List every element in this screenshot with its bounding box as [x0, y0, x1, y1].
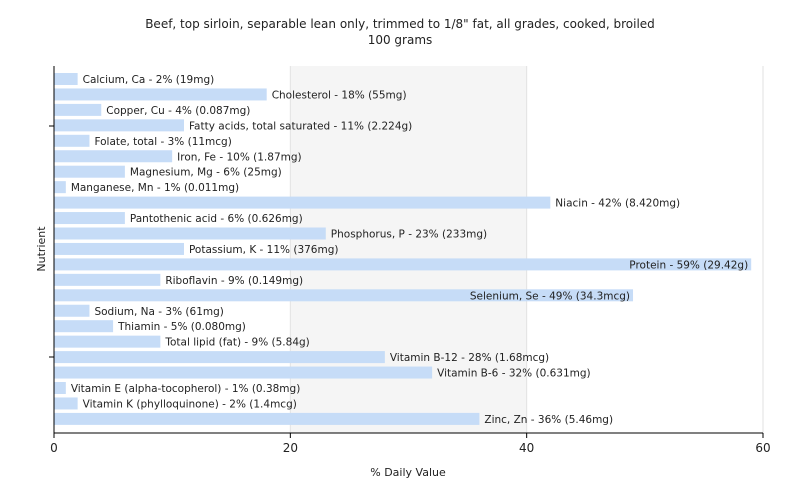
- bar-label: Magnesium, Mg - 6% (25mg): [130, 167, 282, 179]
- bar: [54, 366, 433, 379]
- bar-label: Iron, Fe - 10% (1.87mg): [177, 151, 301, 163]
- bar: [54, 103, 102, 116]
- bar: [54, 212, 125, 225]
- x-tick-label: 20: [283, 441, 298, 455]
- bar-label: Thiamin - 5% (0.080mg): [117, 321, 246, 333]
- bar-label: Riboflavin - 9% (0.149mg): [165, 275, 303, 287]
- y-axis-label: Nutrient: [35, 226, 48, 272]
- bar-label: Vitamin B-12 - 28% (1.68mcg): [390, 352, 549, 364]
- x-axis-label: % Daily Value: [370, 466, 446, 479]
- axes-group: [49, 66, 763, 434]
- bar-label: Calcium, Ca - 2% (19mg): [83, 74, 215, 86]
- bar-label: Copper, Cu - 4% (0.087mg): [106, 105, 250, 117]
- bar: [54, 150, 173, 163]
- chart-subtitle: 100 grams: [368, 33, 433, 47]
- bar-label: Cholesterol - 18% (55mg): [272, 89, 407, 101]
- x-tick-label: 0: [50, 441, 58, 455]
- bar-label: Vitamin E (alpha-tocopherol) - 1% (0.38m…: [71, 383, 300, 395]
- bar-label: Pantothenic acid - 6% (0.626mg): [130, 213, 303, 225]
- x-tick-label: 60: [755, 441, 770, 455]
- bar-label: Phosphorus, P - 23% (233mg): [331, 229, 487, 241]
- chart-title: Beef, top sirloin, separable lean only, …: [145, 17, 655, 31]
- bar-label: Selenium, Se - 49% (34.3mcg): [470, 290, 630, 302]
- bar: [54, 320, 114, 333]
- bar: [54, 258, 752, 271]
- bar-label: Sodium, Na - 3% (61mg): [94, 306, 223, 318]
- bar-labels-group: Calcium, Ca - 2% (19mg) Cholesterol - 18%…: [71, 74, 748, 426]
- bar: [54, 412, 480, 425]
- bar: [54, 119, 184, 132]
- bar: [54, 289, 634, 302]
- bar: [54, 227, 326, 240]
- bar: [54, 73, 78, 85]
- bar-label: Folate, total - 3% (11mcg): [94, 136, 231, 148]
- x-tick-label: 40: [519, 441, 534, 455]
- bar: [54, 397, 78, 410]
- bar-label: Total lipid (fat) - 9% (5.84g): [164, 337, 309, 349]
- bar-label: Manganese, Mn - 1% (0.011mg): [71, 182, 239, 194]
- bar: [54, 304, 90, 317]
- bar: [54, 273, 161, 286]
- bar-label: Potassium, K - 11% (376mg): [189, 244, 339, 256]
- bar: [54, 88, 267, 101]
- bar-label: Fatty acids, total saturated - 11% (2.22…: [189, 120, 412, 132]
- bar: [54, 242, 184, 255]
- bar: [54, 181, 66, 194]
- bar: [54, 196, 551, 209]
- x-ticks-group: 0 20 40 60: [50, 433, 771, 455]
- bar-label: Protein - 59% (29.42g): [629, 259, 748, 271]
- bar-label: Zinc, Zn - 36% (5.46mg): [484, 414, 613, 426]
- bar: [54, 134, 90, 147]
- bar: [54, 165, 125, 178]
- bar-label: Vitamin B-6 - 32% (0.631mg): [437, 368, 591, 380]
- bar: [54, 382, 66, 394]
- bar: [54, 335, 161, 348]
- bar-label: Vitamin K (phylloquinone) - 2% (1.4mcg): [83, 398, 297, 410]
- bars-group: [54, 73, 752, 425]
- bar: [54, 351, 385, 364]
- bar-label: Niacin - 42% (8.420mg): [555, 198, 680, 210]
